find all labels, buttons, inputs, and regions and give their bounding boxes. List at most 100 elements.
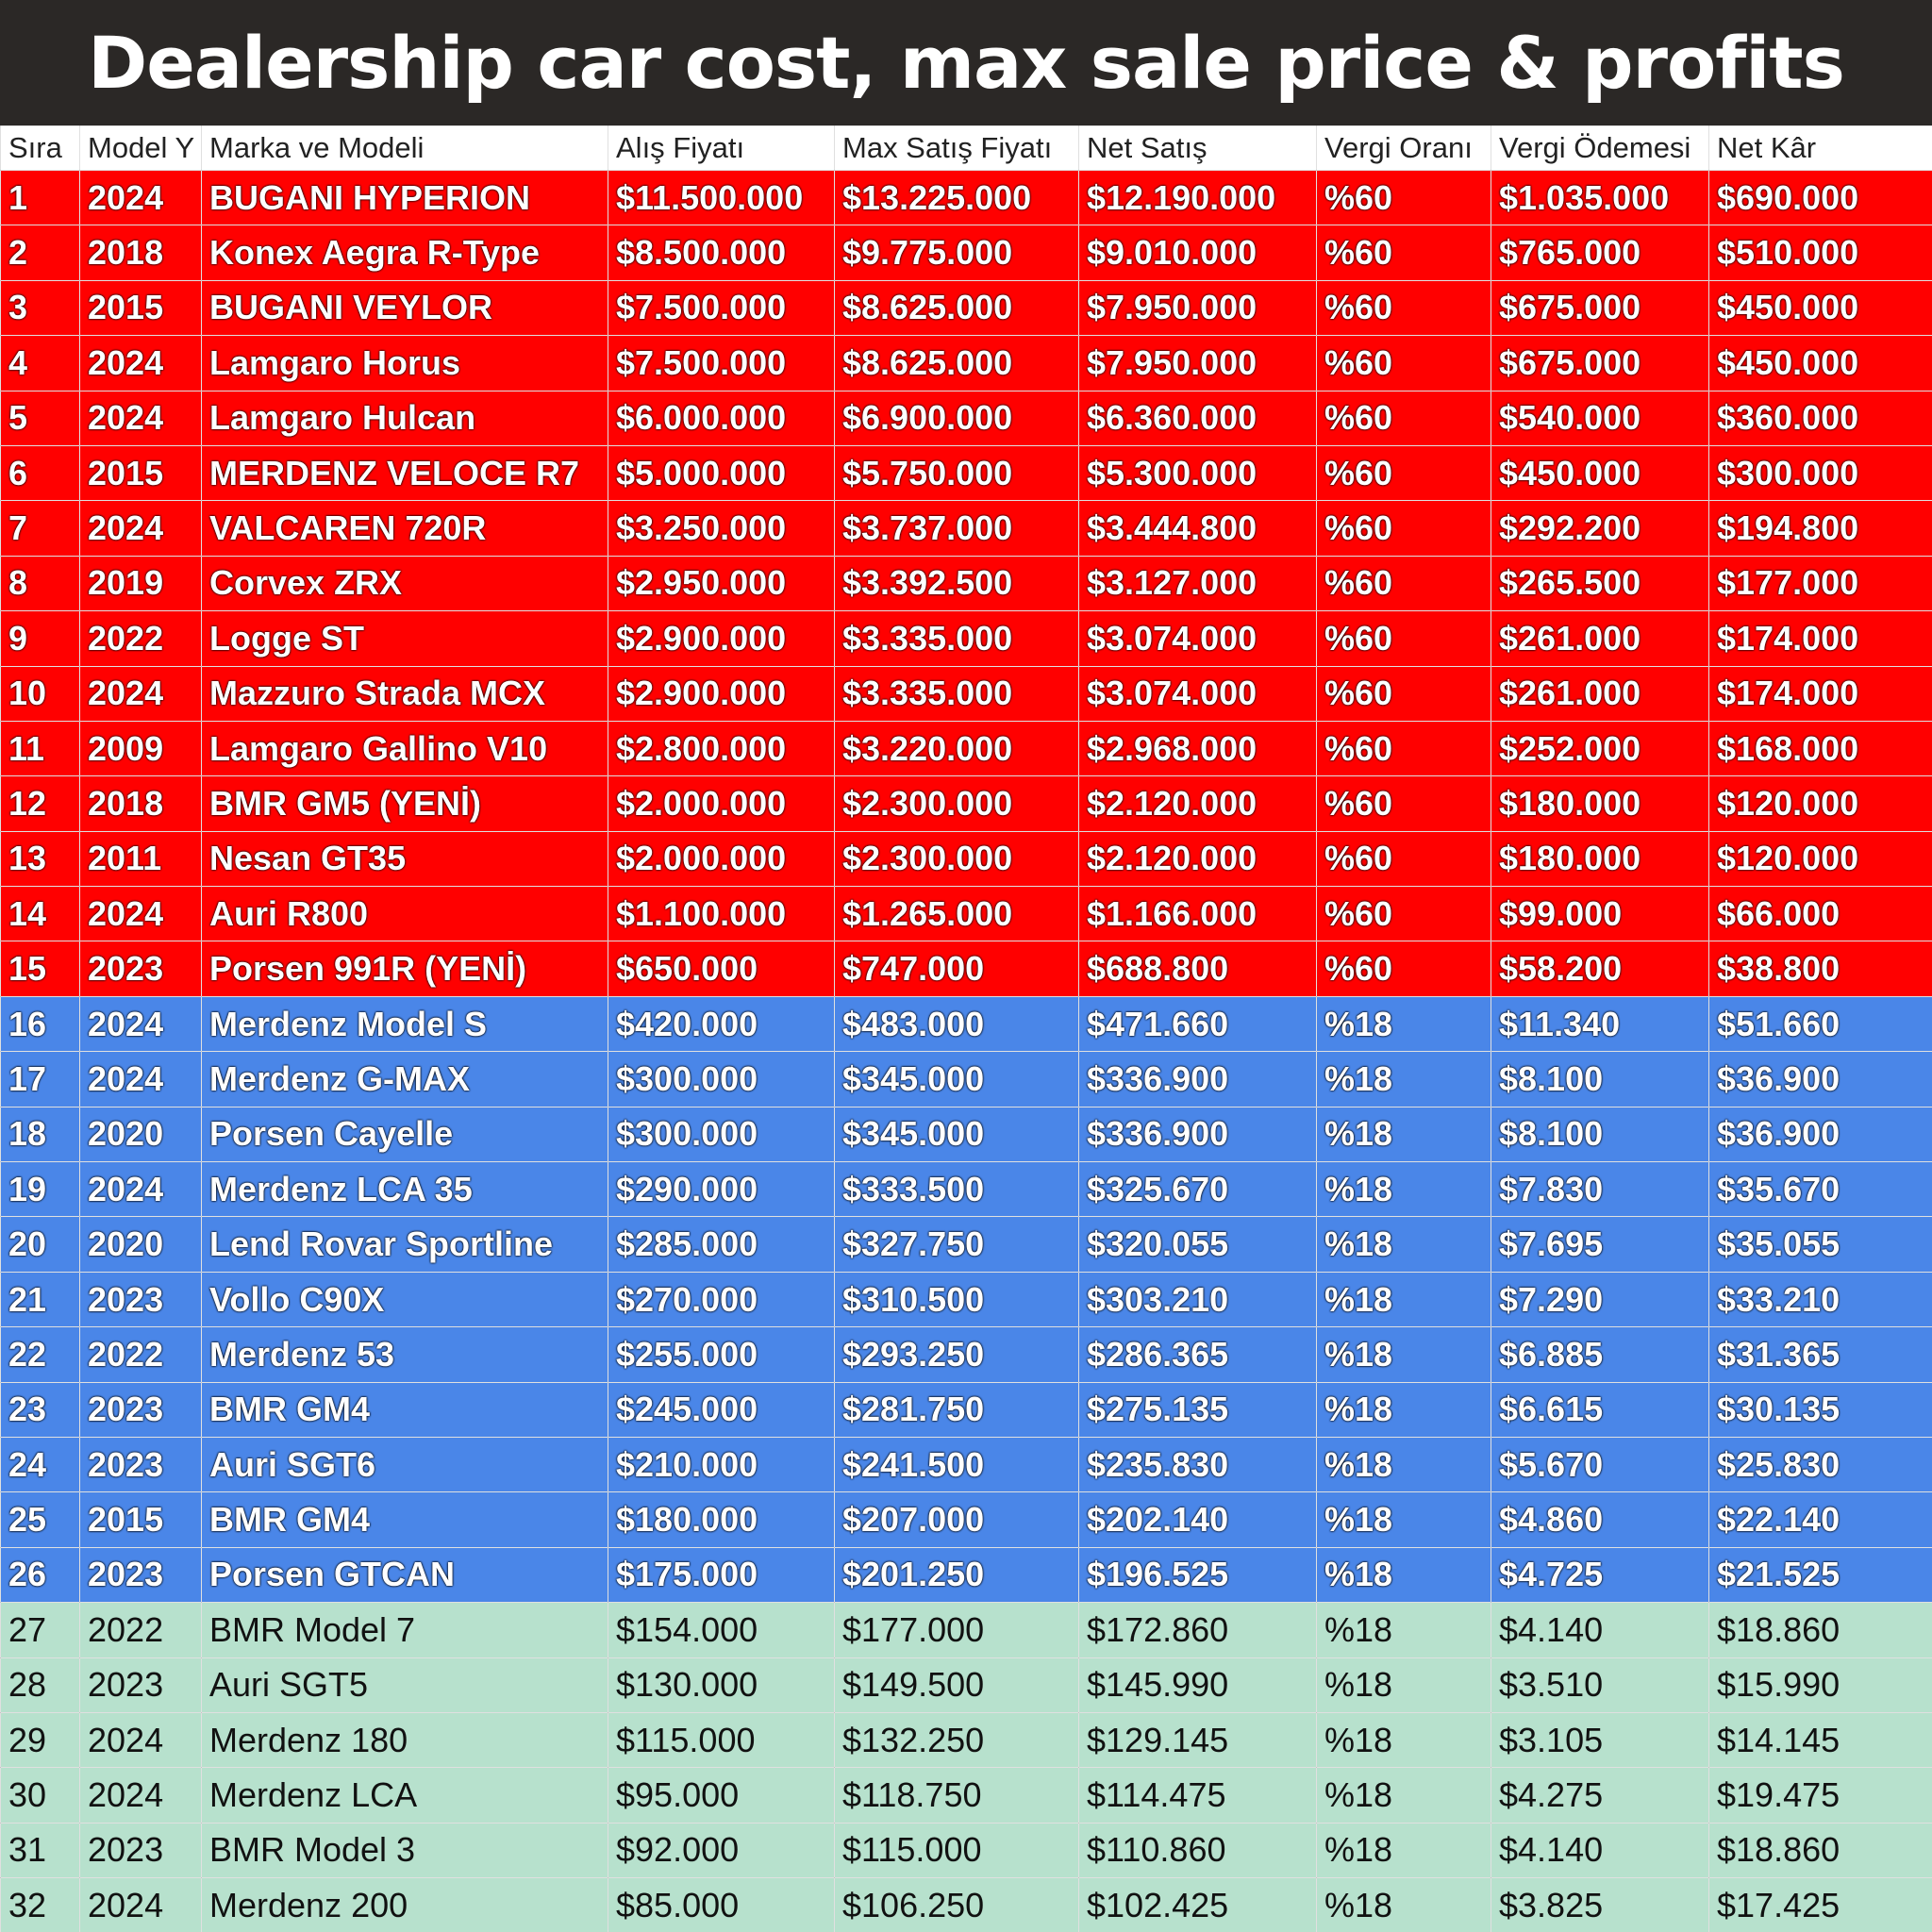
table-cell: $14.145 <box>1708 1711 1932 1769</box>
table-row: 9 2022 Logge ST $2.900.000 $3.335.000 $3.074.… <box>0 610 1932 667</box>
table-cell: 9 <box>0 610 80 667</box>
table-cell: Nesan GT35 <box>201 830 608 888</box>
table-cell: $235.830 <box>1078 1436 1317 1493</box>
table-cell: 2024 <box>79 995 202 1053</box>
table-cell: 29 <box>0 1711 80 1769</box>
table-cell: $196.525 <box>1078 1546 1317 1604</box>
table-cell: 26 <box>0 1546 80 1604</box>
table-cell: $38.800 <box>1708 941 1932 997</box>
table-cell: %18 <box>1316 1602 1491 1658</box>
table-cell: 2023 <box>79 1381 202 1438</box>
table-row: 18 2020 Porsen Cayelle $300.000 $345.000 $336… <box>0 1106 1932 1163</box>
table-row: 20 2020 Lend Rovar Sportline $285.000 $327.7… <box>0 1216 1932 1273</box>
table-cell: $110.860 <box>1078 1822 1317 1879</box>
table-row: 11 2009 Lamgaro Gallino V10 $2.800.000 $3.22… <box>0 720 1932 777</box>
table-cell: 2024 <box>79 1161 202 1218</box>
table-cell: 2024 <box>79 886 202 942</box>
table-cell: %18 <box>1316 1711 1491 1769</box>
table-cell: $336.900 <box>1078 1106 1317 1163</box>
table-cell: 15 <box>0 941 80 997</box>
table-cell: Porsen Cayelle <box>201 1106 608 1163</box>
table-cell: 12 <box>0 775 80 832</box>
table-cell: $95.000 <box>608 1767 835 1824</box>
table-row: 13 2011 Nesan GT35 $2.000.000 $2.300.000 $2.1… <box>0 830 1932 888</box>
column-header: Net Satış <box>1078 125 1317 171</box>
table-cell: Lend Rovar Sportline <box>201 1216 608 1273</box>
table-cell: $99.000 <box>1491 886 1709 942</box>
table-cell: $265.500 <box>1491 555 1709 612</box>
table-cell: $300.000 <box>608 1051 835 1108</box>
table-cell: $6.885 <box>1491 1326 1709 1383</box>
table-cell: $4.140 <box>1491 1602 1709 1658</box>
table-cell: 28 <box>0 1657 80 1713</box>
table-cell: $177.000 <box>1708 555 1932 612</box>
table-cell: $281.750 <box>834 1381 1079 1438</box>
table-cell: $6.615 <box>1491 1381 1709 1438</box>
table-cell: $3.444.800 <box>1078 500 1317 557</box>
table-cell: $31.365 <box>1708 1326 1932 1383</box>
table-cell: $33.210 <box>1708 1271 1932 1328</box>
table-cell: $2.120.000 <box>1078 775 1317 832</box>
table-cell: $120.000 <box>1708 775 1932 832</box>
table-cell: 32 <box>0 1877 80 1932</box>
table-cell: %18 <box>1316 1106 1491 1163</box>
table-cell: $2.968.000 <box>1078 720 1317 777</box>
table-cell: $320.055 <box>1078 1216 1317 1273</box>
column-header: Vergi Ödemesi <box>1491 125 1709 171</box>
table-cell: $3.335.000 <box>834 610 1079 667</box>
table-cell: $7.290 <box>1491 1271 1709 1328</box>
table-cell: 2015 <box>79 444 202 502</box>
table-cell: $168.000 <box>1708 720 1932 777</box>
table-cell: $2.300.000 <box>834 775 1079 832</box>
table-cell: $252.000 <box>1491 720 1709 777</box>
table-row: 27 2022 BMR Model 7 $154.000 $177.000 $172.86… <box>0 1602 1932 1658</box>
table-cell: 31 <box>0 1822 80 1879</box>
table-cell: $115.000 <box>834 1822 1079 1879</box>
table-cell: $9.010.000 <box>1078 225 1317 281</box>
table-cell: 24 <box>0 1436 80 1493</box>
table-row: 23 2023 BMR GM4 $245.000 $281.750 $275.135 %18… <box>0 1381 1932 1438</box>
table-row: 21 2023 Vollo C90X $270.000 $310.500 $303.210… <box>0 1271 1932 1328</box>
table-cell: $3.220.000 <box>834 720 1079 777</box>
table-row: 29 2024 Merdenz 180 $115.000 $132.250 $129.14… <box>0 1711 1932 1769</box>
table-cell: %18 <box>1316 1326 1491 1383</box>
table-cell: 21 <box>0 1271 80 1328</box>
table-cell: 7 <box>0 500 80 557</box>
table-cell: $177.000 <box>834 1602 1079 1658</box>
table-cell: $15.990 <box>1708 1657 1932 1713</box>
table-cell: $11.500.000 <box>608 169 835 226</box>
table-cell: Auri SGT5 <box>201 1657 608 1713</box>
table-cell: $286.365 <box>1078 1326 1317 1383</box>
table-cell: $149.500 <box>834 1657 1079 1713</box>
table-cell: $35.670 <box>1708 1161 1932 1218</box>
table-cell: $345.000 <box>834 1106 1079 1163</box>
table-cell: 2024 <box>79 169 202 226</box>
table-row: 2 2018 Konex Aegra R-Type $8.500.000 $9.775.… <box>0 225 1932 281</box>
table-cell: $1.265.000 <box>834 886 1079 942</box>
table-row: 12 2018 BMR GM5 (YENİ) $2.000.000 $2.300.000… <box>0 775 1932 832</box>
table-cell: $540.000 <box>1491 390 1709 446</box>
table-cell: %18 <box>1316 1822 1491 1879</box>
table-cell: 5 <box>0 390 80 446</box>
table-cell: %60 <box>1316 830 1491 888</box>
table-cell: Merdenz 200 <box>201 1877 608 1932</box>
table-cell: $690.000 <box>1708 169 1932 226</box>
table-cell: $3.510 <box>1491 1657 1709 1713</box>
table-cell: $4.275 <box>1491 1767 1709 1824</box>
table-cell: $333.500 <box>834 1161 1079 1218</box>
table-cell: $3.127.000 <box>1078 555 1317 612</box>
table-cell: $6.900.000 <box>834 390 1079 446</box>
table-cell: $2.000.000 <box>608 830 835 888</box>
table-cell: VALCAREN 720R <box>201 500 608 557</box>
table-cell: BMR Model 7 <box>201 1602 608 1658</box>
table-cell: Merdenz Model S <box>201 995 608 1053</box>
table-cell: $201.250 <box>834 1546 1079 1604</box>
table-cell: %60 <box>1316 555 1491 612</box>
table-cell: Merdenz G-MAX <box>201 1051 608 1108</box>
table-cell: $2.300.000 <box>834 830 1079 888</box>
table-cell: $36.900 <box>1708 1106 1932 1163</box>
table-cell: $13.225.000 <box>834 169 1079 226</box>
table-row: 30 2024 Merdenz LCA $95.000 $118.750 $114.475… <box>0 1767 1932 1824</box>
table-cell: 2024 <box>79 1877 202 1932</box>
table-cell: $293.250 <box>834 1326 1079 1383</box>
